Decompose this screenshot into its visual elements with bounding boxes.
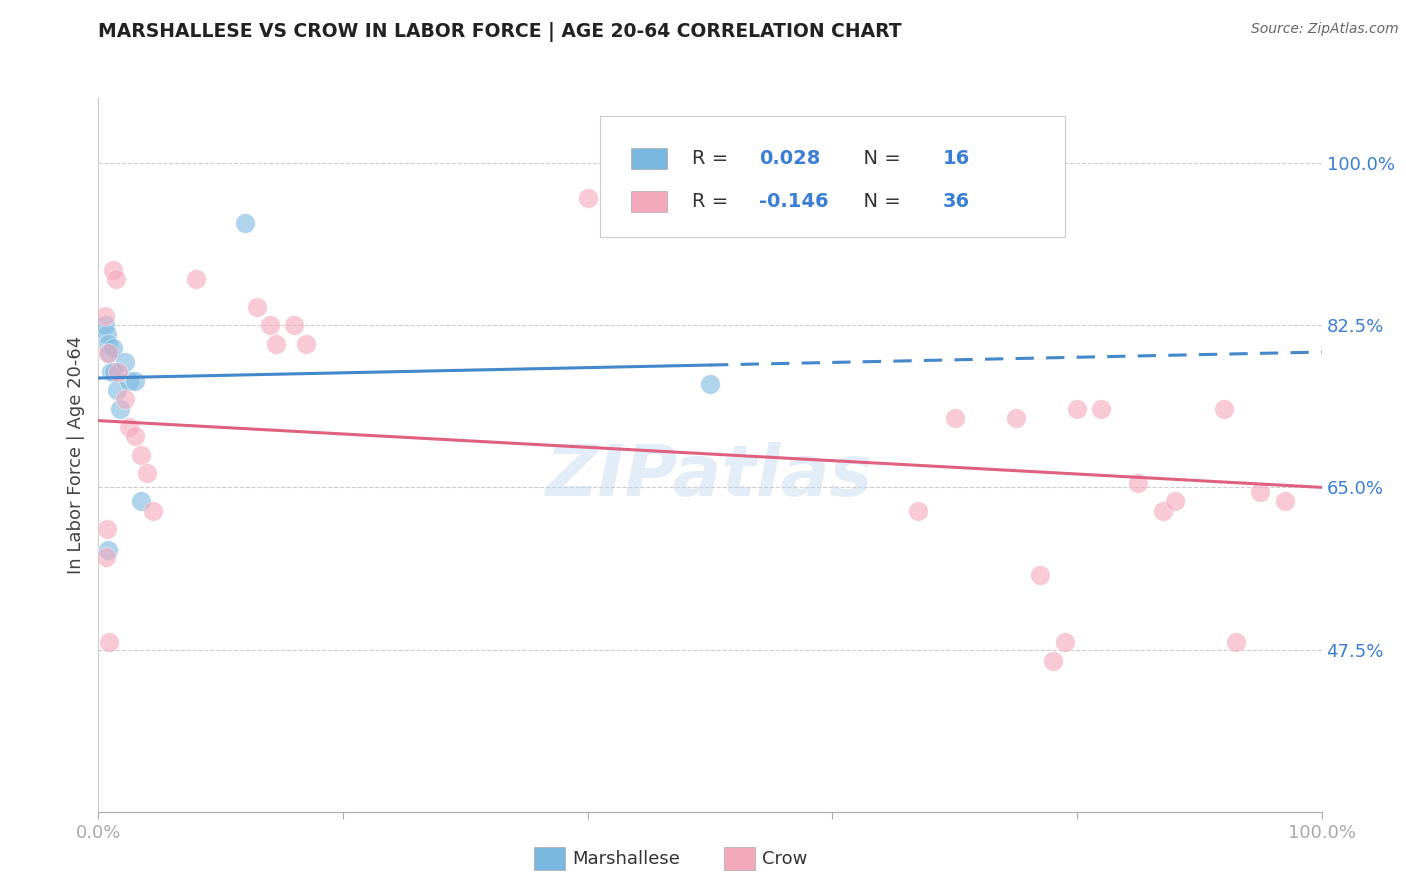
Point	[1274, 494, 1296, 508]
Point	[124, 374, 146, 388]
Point	[186, 272, 208, 286]
Text: R =: R =	[692, 192, 734, 211]
Point	[1164, 494, 1187, 508]
Point	[1042, 654, 1064, 668]
Point	[96, 327, 118, 342]
Text: 0.028: 0.028	[759, 149, 820, 169]
Text: -0.146: -0.146	[759, 192, 828, 211]
Point	[114, 355, 136, 369]
Y-axis label: In Labor Force | Age 20-64: In Labor Force | Age 20-64	[66, 335, 84, 574]
Point	[93, 318, 115, 333]
Point	[1029, 568, 1052, 582]
Point	[107, 364, 129, 378]
Point	[103, 364, 125, 378]
Point	[907, 503, 929, 517]
Point	[129, 448, 152, 462]
Point	[295, 336, 318, 351]
Text: Marshallese: Marshallese	[572, 850, 681, 868]
Point	[1053, 635, 1076, 649]
Point	[105, 383, 128, 397]
Point	[97, 336, 120, 351]
Point	[100, 364, 122, 378]
Point	[129, 494, 152, 508]
FancyBboxPatch shape	[630, 148, 668, 169]
Point	[1066, 401, 1088, 416]
FancyBboxPatch shape	[600, 116, 1064, 237]
Point	[114, 392, 136, 407]
Point	[98, 346, 121, 360]
Point	[124, 429, 146, 443]
Point	[1212, 401, 1234, 416]
Point	[97, 543, 120, 558]
Point	[1090, 401, 1112, 416]
Point	[110, 401, 132, 416]
Text: 16: 16	[942, 149, 970, 169]
Point	[264, 336, 287, 351]
Text: 36: 36	[942, 192, 970, 211]
Text: R =: R =	[692, 149, 734, 169]
Point	[1128, 475, 1150, 490]
Point	[96, 522, 118, 536]
Point	[1004, 410, 1026, 425]
Point	[136, 467, 159, 481]
Text: Source: ZipAtlas.com: Source: ZipAtlas.com	[1251, 22, 1399, 37]
Point	[97, 346, 120, 360]
Point	[94, 549, 117, 564]
Point	[142, 503, 165, 517]
Point	[283, 318, 305, 333]
FancyBboxPatch shape	[630, 191, 668, 212]
Point	[104, 272, 127, 286]
Point	[118, 420, 141, 434]
Point	[98, 635, 121, 649]
Point	[576, 191, 599, 205]
Point	[699, 376, 721, 391]
Point	[943, 410, 966, 425]
Text: ZIPatlas: ZIPatlas	[547, 442, 873, 511]
Point	[233, 216, 256, 230]
Point	[259, 318, 281, 333]
Point	[246, 300, 269, 314]
Text: N =: N =	[851, 149, 907, 169]
Text: MARSHALLESE VS CROW IN LABOR FORCE | AGE 20-64 CORRELATION CHART: MARSHALLESE VS CROW IN LABOR FORCE | AGE…	[98, 22, 903, 42]
Point	[1225, 635, 1247, 649]
Point	[101, 262, 124, 277]
Point	[93, 309, 115, 323]
Text: N =: N =	[851, 192, 907, 211]
Text: Crow: Crow	[762, 850, 807, 868]
Point	[1249, 485, 1271, 500]
Point	[101, 342, 124, 356]
Point	[118, 374, 141, 388]
Point	[1152, 503, 1174, 517]
